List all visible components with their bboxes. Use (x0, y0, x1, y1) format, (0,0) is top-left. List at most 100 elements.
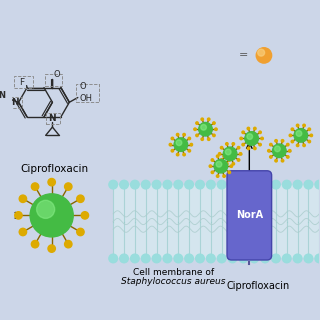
Text: Ciprofloxacin: Ciprofloxacin (226, 281, 289, 291)
Circle shape (207, 118, 210, 121)
Text: =: = (239, 51, 249, 60)
Bar (45, 74, 62, 86)
Circle shape (281, 159, 284, 162)
Text: N: N (11, 98, 19, 107)
Circle shape (209, 165, 212, 167)
Circle shape (315, 180, 320, 189)
Circle shape (304, 180, 313, 189)
FancyBboxPatch shape (227, 171, 272, 260)
Circle shape (223, 155, 225, 157)
Circle shape (228, 180, 237, 189)
Text: O: O (79, 82, 86, 91)
Circle shape (220, 159, 223, 161)
Circle shape (174, 254, 183, 263)
Circle shape (223, 147, 237, 161)
Circle shape (216, 155, 219, 157)
Circle shape (232, 163, 235, 165)
Circle shape (232, 143, 235, 145)
Circle shape (152, 254, 161, 263)
Circle shape (131, 254, 139, 263)
Circle shape (283, 180, 291, 189)
Circle shape (261, 254, 269, 263)
Circle shape (247, 127, 250, 130)
Circle shape (213, 122, 215, 124)
Text: Cell membrane of: Cell membrane of (132, 268, 214, 277)
Bar (76, 84, 99, 102)
Circle shape (239, 180, 248, 189)
Circle shape (141, 254, 150, 263)
Circle shape (77, 228, 84, 236)
Circle shape (261, 180, 269, 189)
Circle shape (77, 195, 84, 203)
Circle shape (15, 212, 22, 219)
Circle shape (239, 254, 248, 263)
Circle shape (216, 175, 219, 177)
Circle shape (259, 143, 261, 146)
Circle shape (152, 180, 161, 189)
Circle shape (275, 146, 280, 152)
Circle shape (206, 180, 215, 189)
Circle shape (240, 137, 242, 140)
Circle shape (254, 127, 256, 130)
Bar (0, 90, 8, 101)
Circle shape (216, 161, 222, 167)
Text: Staphylococcus aureus: Staphylococcus aureus (121, 277, 225, 286)
Circle shape (250, 254, 259, 263)
Circle shape (174, 138, 188, 151)
Circle shape (48, 245, 55, 252)
Circle shape (163, 180, 172, 189)
Circle shape (215, 128, 217, 131)
Circle shape (247, 147, 250, 150)
Circle shape (237, 159, 240, 161)
Text: Ciprofloxacin: Ciprofloxacin (21, 164, 89, 174)
Circle shape (258, 49, 265, 56)
Circle shape (217, 254, 226, 263)
Circle shape (272, 254, 280, 263)
Circle shape (201, 118, 204, 121)
Circle shape (185, 180, 193, 189)
Circle shape (31, 183, 39, 190)
Circle shape (213, 134, 215, 137)
Text: N: N (0, 91, 5, 100)
Circle shape (294, 129, 308, 142)
Circle shape (196, 180, 204, 189)
Circle shape (291, 140, 294, 143)
Circle shape (199, 123, 212, 136)
Circle shape (19, 195, 27, 203)
Bar (14, 76, 33, 88)
Text: NorA: NorA (236, 210, 263, 220)
Bar (46, 113, 60, 124)
Circle shape (289, 134, 292, 137)
Circle shape (206, 254, 215, 263)
Circle shape (188, 149, 191, 152)
Circle shape (19, 228, 27, 236)
Circle shape (31, 240, 39, 248)
Circle shape (207, 138, 210, 140)
Circle shape (273, 144, 286, 157)
Text: F: F (20, 78, 25, 87)
Bar (8, 97, 22, 108)
Circle shape (308, 128, 310, 131)
Circle shape (196, 134, 198, 137)
Circle shape (242, 143, 244, 146)
Circle shape (296, 124, 299, 127)
Circle shape (245, 132, 258, 145)
Circle shape (183, 133, 185, 136)
Circle shape (293, 180, 302, 189)
Circle shape (188, 137, 191, 140)
Circle shape (308, 140, 310, 143)
Circle shape (250, 180, 259, 189)
Circle shape (211, 171, 214, 173)
Circle shape (194, 128, 196, 131)
Circle shape (303, 144, 305, 147)
Circle shape (268, 149, 270, 152)
Circle shape (176, 140, 182, 146)
Circle shape (48, 179, 55, 186)
Circle shape (65, 240, 72, 248)
Circle shape (219, 153, 221, 155)
Circle shape (131, 180, 139, 189)
Circle shape (226, 143, 228, 145)
Circle shape (141, 180, 150, 189)
Text: N: N (49, 114, 56, 123)
Circle shape (196, 122, 198, 124)
